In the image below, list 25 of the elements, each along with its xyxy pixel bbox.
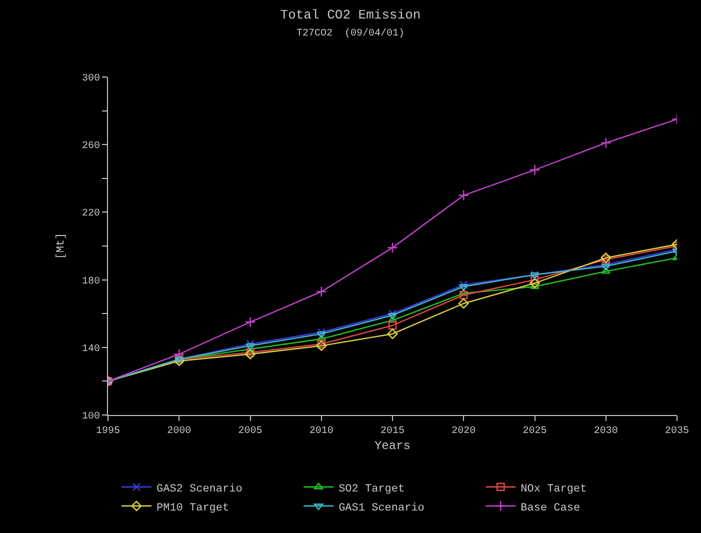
x-tick-label: 2005	[238, 426, 262, 437]
x-tick-label: 2000	[167, 426, 192, 437]
y-axis-title: [Mt]	[56, 232, 68, 260]
x-tick-label: 2030	[594, 426, 618, 437]
y-tick-label: 180	[82, 276, 100, 288]
x-axis-title: Years	[374, 438, 411, 453]
legend-label: Base Case	[520, 502, 580, 514]
y-tick-label: 300	[82, 74, 100, 84]
x-tick-label: 2015	[380, 426, 405, 437]
x-tick-label: 1995	[96, 426, 120, 437]
y-tick-label: 220	[82, 208, 100, 220]
y-tick-label: 260	[82, 141, 100, 152]
chart-subtitle: T27CO2 (09/04/01)	[296, 28, 405, 40]
legend-label: GAS2 Scenario	[156, 483, 242, 496]
chart-title: Total CO2 Emission	[280, 8, 421, 23]
legend-label: GAS1 Scenario	[338, 502, 424, 514]
legend-label: PM10 Target	[156, 502, 230, 514]
legend-label: SO2 Target	[338, 483, 405, 496]
y-tick-label: 100	[82, 412, 100, 422]
x-tick-label: 2010	[309, 426, 334, 437]
x-tick-label: 2025	[522, 426, 547, 437]
x-tick-label: 2020	[452, 426, 476, 437]
x-tick-label: 2035	[664, 426, 690, 437]
y-tick-label: 140	[82, 344, 100, 355]
legend-label: NOx Target	[520, 483, 587, 496]
